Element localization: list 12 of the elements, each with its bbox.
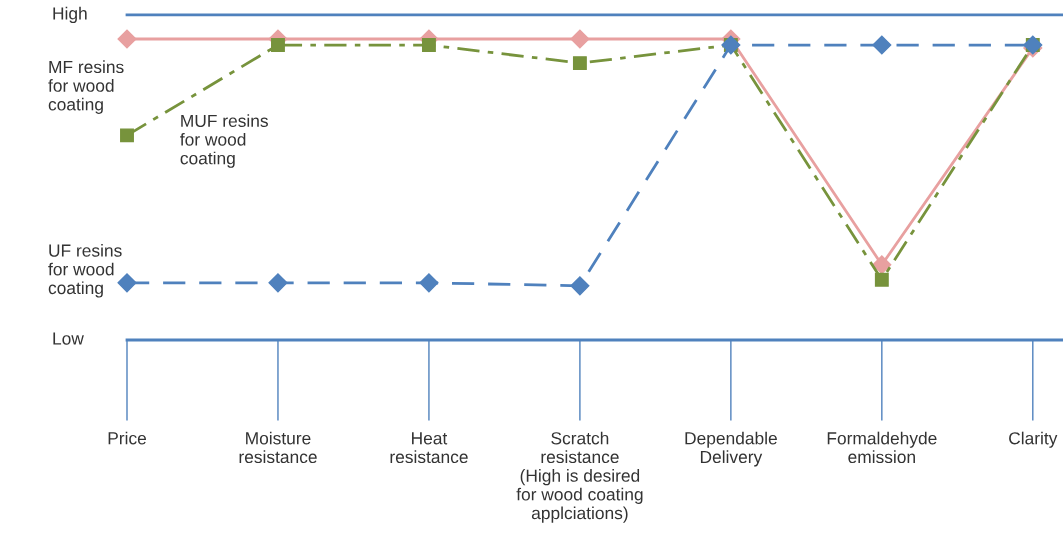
series-label: MF resins for wood coating [48, 60, 124, 114]
x-tick-label: Price [108, 431, 147, 445]
text: Low [53, 332, 84, 345]
ref-line-label: High [53, 6, 87, 24]
series-label: UF resins for wood coating [48, 243, 122, 298]
x-tick-label: Moisture resistance [239, 431, 317, 464]
x-tick-label: Heat resistance [390, 432, 468, 464]
x-tick-label: Formaldehyde emission [827, 431, 937, 464]
x-tick-label: Scratch resistance (High is desired for wood coating applciations) [516, 431, 643, 523]
x-tick-label: Dependable Delivery [685, 431, 777, 467]
series-label: MUF resins for wood coating [180, 114, 268, 168]
x-tick-label: Clarity [1009, 431, 1058, 448]
